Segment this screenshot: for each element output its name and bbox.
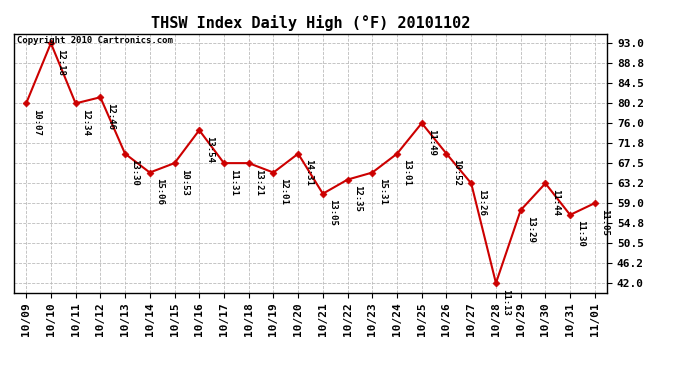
Text: 15:06: 15:06 (155, 178, 164, 205)
Text: 13:54: 13:54 (205, 136, 214, 163)
Text: 10:52: 10:52 (452, 159, 461, 186)
Text: 10:07: 10:07 (32, 109, 41, 136)
Text: 13:21: 13:21 (254, 169, 264, 195)
Text: 13:29: 13:29 (526, 216, 535, 243)
Text: 11:31: 11:31 (230, 169, 239, 195)
Text: 11:49: 11:49 (427, 129, 436, 156)
Text: 11:30: 11:30 (575, 220, 584, 247)
Text: 11:44: 11:44 (551, 189, 560, 216)
Text: 12:18: 12:18 (57, 49, 66, 76)
Text: 12:35: 12:35 (353, 185, 362, 212)
Text: 13:26: 13:26 (477, 189, 486, 216)
Text: 10:53: 10:53 (180, 169, 189, 195)
Text: 13:01: 13:01 (402, 159, 412, 186)
Text: 12:34: 12:34 (81, 109, 90, 136)
Text: 11:13: 11:13 (502, 289, 511, 315)
Text: 12:46: 12:46 (106, 103, 115, 130)
Text: 11:05: 11:05 (600, 209, 609, 236)
Text: 13:30: 13:30 (130, 159, 139, 186)
Text: 13:05: 13:05 (328, 199, 337, 226)
Title: THSW Index Daily High (°F) 20101102: THSW Index Daily High (°F) 20101102 (151, 15, 470, 31)
Text: 15:31: 15:31 (378, 178, 387, 205)
Text: 12:01: 12:01 (279, 178, 288, 205)
Text: 14:31: 14:31 (304, 159, 313, 186)
Text: Copyright 2010 Cartronics.com: Copyright 2010 Cartronics.com (17, 36, 172, 45)
